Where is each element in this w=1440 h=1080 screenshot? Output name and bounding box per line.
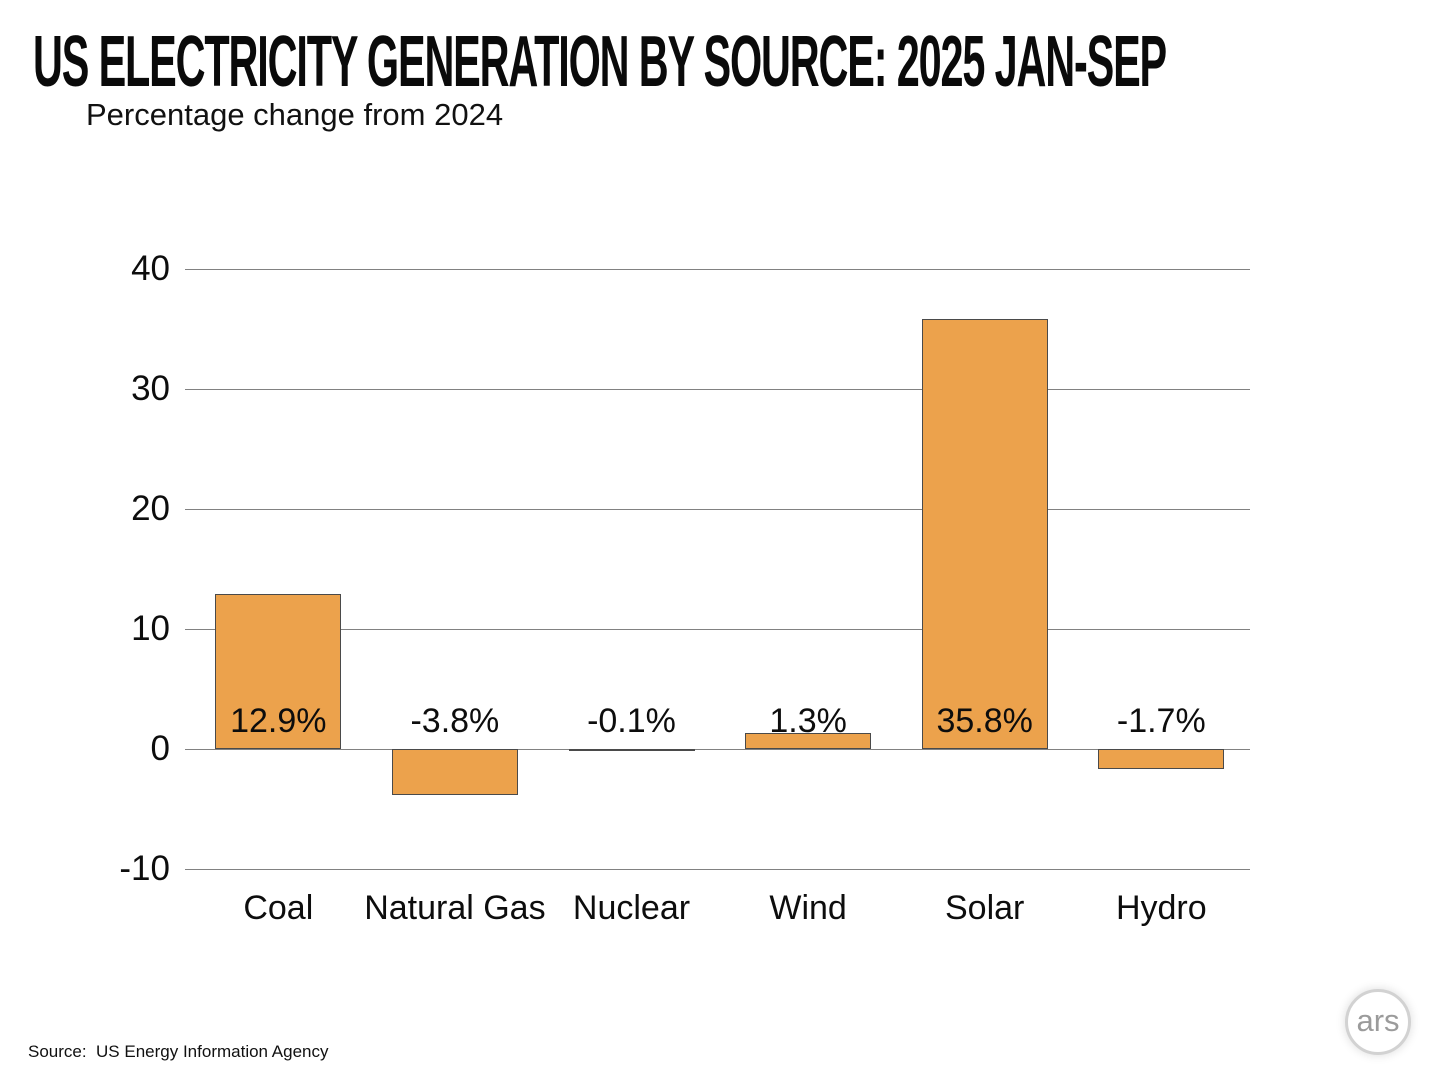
value-label-nuclear: -0.1%: [587, 702, 676, 740]
source-credit: Source: US Energy Information Agency: [28, 1042, 329, 1061]
y-axis-tick-label: 0: [150, 729, 170, 768]
y-axis-tick-label: 30: [131, 369, 170, 408]
bar-nuclear: [568, 749, 695, 751]
value-label-coal: 12.9%: [230, 702, 327, 740]
bar-natural-gas: [391, 749, 518, 795]
bar-solar: [921, 319, 1048, 749]
gridline-y-10: [185, 629, 1250, 630]
category-label-coal: Coal: [243, 889, 314, 927]
bar-coal: [215, 594, 342, 749]
y-axis-tick-label: 10: [131, 609, 170, 648]
ars-technica-logo: ars: [1345, 989, 1411, 1055]
gridline-y-30: [185, 389, 1250, 390]
y-axis-tick-label: 20: [131, 489, 170, 528]
gridline-y-0: [185, 749, 1250, 750]
y-axis-tick-label: -10: [119, 849, 170, 888]
category-label-solar: Solar: [945, 889, 1025, 927]
category-label-hydro: Hydro: [1115, 889, 1207, 927]
bar-wind: [745, 733, 872, 749]
gridline-y--10: [185, 869, 1250, 870]
ars-logo-text: ars: [1356, 1003, 1400, 1038]
gridline-y-20: [185, 509, 1250, 510]
chart-title: US ELECTRICITY GENERATION BY SOURCE: 202…: [33, 22, 1167, 102]
bar-hydro: [1098, 749, 1225, 770]
chart-subtitle: Percentage change from 2024: [86, 97, 504, 132]
value-label-solar: 35.8%: [936, 702, 1033, 740]
category-label-nuclear: Nuclear: [572, 889, 691, 927]
value-label-natural-gas: -3.8%: [410, 702, 500, 740]
value-label-hydro: -1.7%: [1116, 702, 1206, 740]
value-label-wind: 1.3%: [769, 702, 847, 740]
gridline-y-40: [185, 269, 1250, 270]
y-axis-tick-label: 40: [131, 249, 170, 288]
category-label-natural-gas: Natural Gas: [364, 889, 546, 927]
category-label-wind: Wind: [769, 889, 847, 927]
